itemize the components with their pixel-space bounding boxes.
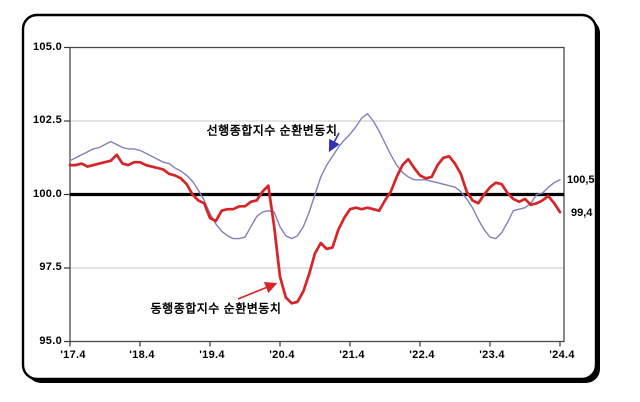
card	[21, 13, 598, 381]
gridlines	[70, 120, 564, 269]
y-tick-label-100: 100.0	[32, 188, 62, 200]
x-tick-label-24-4: '24.4	[549, 349, 575, 361]
x-tick-label-17-4: '17.4	[60, 349, 86, 361]
y-tick-label-97-5: 97.5	[39, 261, 62, 273]
y-tick-label-95: 95.0	[39, 335, 62, 347]
y-tick-label-105: 105.0	[32, 41, 62, 53]
x-tick-label-20-4: '20.4	[269, 349, 295, 361]
coincident-index-line	[68, 153, 562, 305]
leading-annotation-arrow	[328, 132, 340, 153]
coincident-index-annotation: 동행종합지수 순환변동치	[150, 301, 282, 316]
series-group	[68, 112, 562, 305]
x-tick-label-21-4: '21.4	[339, 349, 365, 361]
x-tick-label-22-4: '22.4	[409, 349, 435, 361]
x-tick-label-23-4: '23.4	[479, 349, 505, 361]
x-tick-label-19-4: '19.4	[199, 349, 225, 361]
x-tick-label-18-4: '18.4	[129, 349, 155, 361]
y-tick-label-102-5: 102.5	[32, 114, 62, 126]
leading-last-value-label: 100,5	[567, 174, 595, 186]
coincident-last-value-label: 99,4	[571, 207, 593, 219]
leading-index-line	[69, 112, 561, 240]
axis-ticks	[64, 46, 561, 347]
coincident-annotation-arrow	[237, 282, 278, 300]
leading-index-annotation: 선행종합지수 순환변동치	[206, 123, 338, 138]
